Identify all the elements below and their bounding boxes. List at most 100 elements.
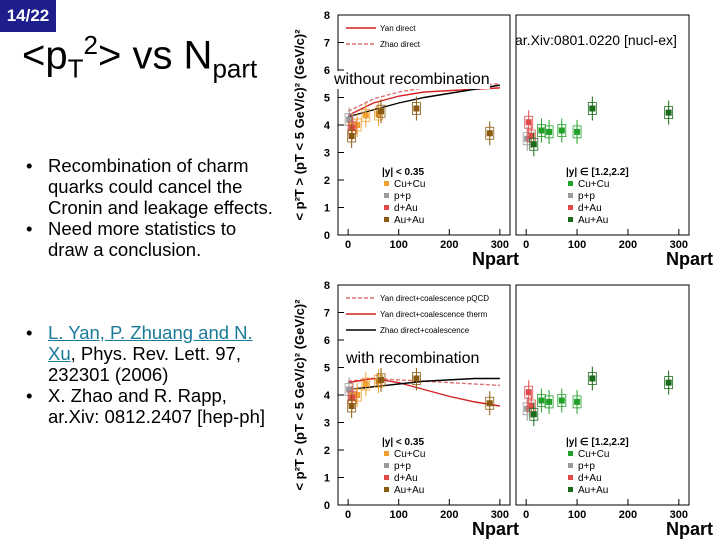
legend-marker [384,475,389,480]
legend-marker [384,451,389,456]
legend-marker [384,205,389,210]
legend-entry-label: p+p [578,191,595,202]
panel-label-top: without recombination [334,71,490,89]
y-tick-label: 6 [324,335,330,347]
bullet-item: Need more statistics to draw a conclusio… [26,218,276,260]
plot-frame-forward [515,14,690,236]
legend-label-forward: |y| ∈ [1.2,2.2] [566,167,629,178]
data-point-syst-box [664,376,674,390]
model-curve [347,84,500,118]
data-point-syst-box [524,115,534,129]
legend-entry-label: d+Au [394,473,418,484]
legend-marker [568,487,573,492]
data-point-midrapidity [346,116,353,123]
y-tick-label: 7 [324,308,330,320]
x-tick-label: 0 [523,239,529,251]
legend-entry-label: d+Au [394,203,418,214]
data-point-syst-box [361,108,371,122]
x-axis-label: Npart [666,519,713,539]
data-point-forward [538,397,545,404]
data-point-syst-box [344,383,354,396]
data-point-forward [589,375,596,382]
legend-line-label: Yan direct [380,24,416,33]
legend-marker [568,181,573,186]
data-point-syst-box [587,102,597,115]
y-tick-label: 7 [324,38,330,50]
data-point-syst-box [361,377,371,391]
legend-entry-label: Cu+Cu [578,179,609,190]
legend-entry-label: Au+Au [578,215,608,226]
x-tick-label: 200 [440,239,458,251]
data-point-midrapidity [486,130,493,137]
y-axis-label: < p²T > (pT < 5 GeV/c)² (GeV/c)² [292,29,307,221]
data-point-forward [574,128,581,135]
data-point-syst-box [485,126,495,140]
chart-without-recombination: 0 1 2 3 4 5 6 7 8 0 0 100 100 200 200 300 300 < p²T > (pT… [292,10,713,269]
data-point-syst-box [485,396,495,410]
data-point-midrapidity [346,386,353,393]
legend-label-forward: |y| ∈ [1.2,2.2] [566,437,629,448]
legend-marker [568,451,573,456]
x-tick-label: 300 [491,509,509,521]
legend-line-label: Yan direct+coalescence therm [380,310,488,319]
data-point-syst-box [376,373,386,387]
bullet-list-references: L. Yan, P. Zhuang and N. Xu, Phys. Rev. … [26,322,276,427]
data-point-midrapidity [349,124,356,131]
data-point-midrapidity [362,112,369,119]
data-point-syst-box [587,372,597,385]
data-point-syst-box [524,385,534,399]
y-tick-label: 3 [324,148,330,160]
y-tick-label: 5 [324,93,330,105]
chart-panel-top: 0 1 2 3 4 5 6 7 8 0 0 100 100 200 200 300 300 < p²T > (pT… [284,0,720,270]
x-tick-label: 200 [619,509,637,521]
plot-frame-forward [515,284,690,506]
legend-line-label: Yan direct+coalescence pQCD [380,294,489,303]
data-point-syst-box [412,372,421,385]
slide-title: <pT2> vs Npart [22,30,258,84]
data-point-midrapidity [413,105,420,112]
data-point-midrapidity [354,392,361,398]
legend-marker [384,487,389,492]
legend-line-label: Zhao direct [380,40,421,49]
arxiv-reference: ar.Xiv:0801.0220 [nucl-ex] [515,32,677,48]
y-tick-label: 4 [324,390,331,402]
page-number-badge: 14/22 [0,0,56,32]
legend-marker [568,475,573,480]
data-point-forward [589,105,596,112]
chart-with-recombination: 0 1 2 3 4 5 6 7 8 0 0 100 100 200 200 300 300 < p²T > (pT… [292,280,713,539]
legend-entry-label: p+p [394,191,411,202]
data-point-forward [538,127,545,134]
data-point-midrapidity [362,381,369,387]
data-point-syst-box [347,399,357,413]
y-tick-label: 1 [324,473,330,485]
data-point-midrapidity [354,122,361,128]
legend-marker [384,217,389,222]
data-point-forward [546,398,553,405]
data-point-forward [530,411,537,418]
y-tick-label: 6 [324,65,330,77]
bullet-item: Recombination of charm quarks could canc… [26,155,276,218]
legend-entry-label: Cu+Cu [394,449,425,460]
y-tick-label: 8 [324,10,330,22]
y-tick-label: 2 [324,175,330,187]
data-point-syst-box [347,129,357,143]
x-tick-label: 300 [670,239,688,251]
data-point-forward [574,398,581,405]
y-tick-label: 8 [324,280,330,292]
data-point-syst-box [544,125,554,139]
data-point-syst-box [376,104,386,118]
x-tick-label: 100 [568,239,586,251]
reference-link[interactable]: L. Yan, P. Zhuang and N. Xu [48,322,253,364]
data-point-forward [558,397,565,404]
x-tick-label: 300 [670,509,688,521]
data-point-syst-box [572,125,582,139]
x-tick-label: 300 [491,239,509,251]
data-point-syst-box [557,394,567,407]
reference-item: X. Zhao and R. Rapp, ar.Xiv: 0812.2407 [… [26,385,276,427]
y-tick-label: 0 [324,500,330,512]
y-tick-label: 2 [324,445,330,457]
x-tick-label: 100 [390,509,408,521]
legend-entry-label: Cu+Cu [394,179,425,190]
model-curve [348,377,500,391]
data-point-midrapidity [348,403,355,409]
